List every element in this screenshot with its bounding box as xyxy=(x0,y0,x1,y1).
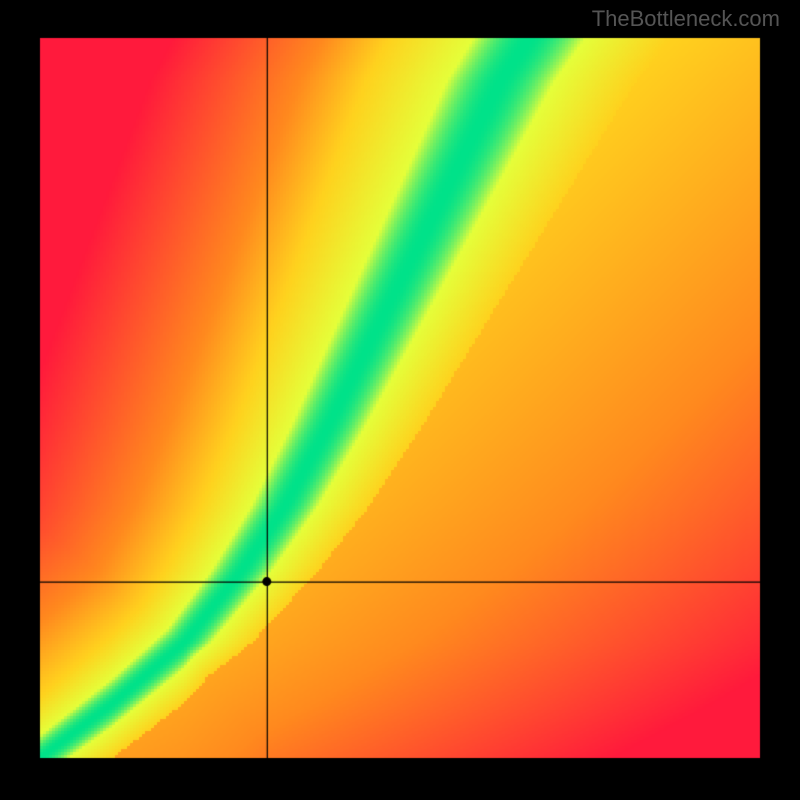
watermark-text: TheBottleneck.com xyxy=(592,6,780,32)
heatmap-canvas xyxy=(0,0,800,800)
chart-container: TheBottleneck.com xyxy=(0,0,800,800)
